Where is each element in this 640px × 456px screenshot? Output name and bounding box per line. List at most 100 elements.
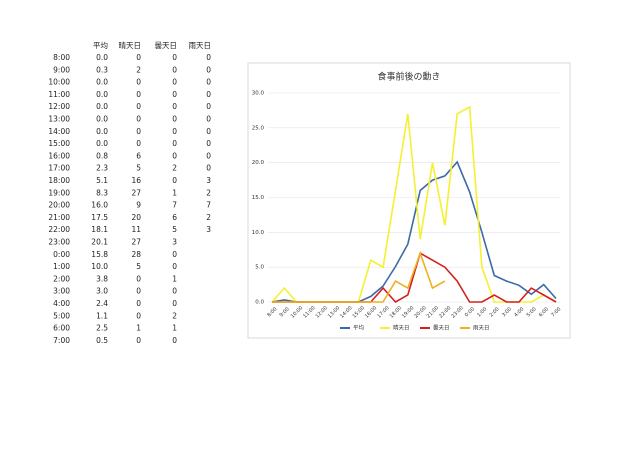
table-cell: 0.0 xyxy=(96,127,108,136)
y-tick-label: 15.0 xyxy=(252,195,265,201)
table-cell: 7:00 xyxy=(53,336,70,345)
table-cell: 22:00 xyxy=(48,225,70,234)
table-cell: 2 xyxy=(172,311,177,320)
table-cell: 1 xyxy=(136,324,141,333)
column-header: 雨天日 xyxy=(189,41,212,50)
table-cell: 0.0 xyxy=(96,102,108,111)
table-cell: 16.0 xyxy=(91,201,108,210)
table-cell: 11 xyxy=(131,225,141,234)
table-cell: 0.0 xyxy=(96,115,108,124)
y-tick-label: 30.0 xyxy=(252,91,265,97)
table-cell: 0 xyxy=(136,299,141,308)
column-header: 平均 xyxy=(93,40,108,50)
table-cell: 14:00 xyxy=(48,127,70,136)
chart-frame xyxy=(247,62,571,339)
table-cell: 16:00 xyxy=(48,151,70,160)
y-tick-label: 5.0 xyxy=(255,265,264,271)
table-cell: 0 xyxy=(136,115,141,124)
table-cell: 0 xyxy=(136,139,141,148)
table-cell: 0 xyxy=(206,102,211,111)
y-tick-label: 10.0 xyxy=(252,230,265,236)
table-cell: 3.0 xyxy=(96,287,108,296)
table-cell: 0 xyxy=(172,115,177,124)
table-cell: 0 xyxy=(206,127,211,136)
table-cell: 5 xyxy=(172,225,177,234)
table-cell: 0 xyxy=(206,164,211,173)
table-cell: 0 xyxy=(206,53,211,62)
table-cell: 9 xyxy=(136,201,141,210)
table-cell: 0 xyxy=(172,151,177,160)
table-cell: 10.0 xyxy=(91,262,108,271)
table-cell: 18.1 xyxy=(91,225,108,234)
table-cell: 3:00 xyxy=(53,287,70,296)
table-cell: 27 xyxy=(131,188,141,197)
table-cell: 4:00 xyxy=(53,299,70,308)
table-cell: 2 xyxy=(172,164,177,173)
table-cell: 0.0 xyxy=(96,90,108,99)
table-cell: 12:00 xyxy=(48,102,70,111)
table-cell: 0 xyxy=(206,78,211,87)
table-cell: 0 xyxy=(206,90,211,99)
legend-label: 平均 xyxy=(353,324,365,332)
table-cell: 15:00 xyxy=(48,139,70,148)
table-cell: 27 xyxy=(131,238,141,247)
table-cell: 2 xyxy=(136,65,141,74)
legend-label: 晴天日 xyxy=(393,324,410,332)
table-cell: 17.5 xyxy=(91,213,108,222)
chart-title: 食事前後の動き xyxy=(377,71,440,83)
table-cell: 0 xyxy=(136,311,141,320)
table-cell: 7 xyxy=(172,201,177,210)
table-cell: 10:00 xyxy=(48,78,70,87)
y-tick-label: 0.0 xyxy=(255,300,264,306)
table-cell: 0 xyxy=(172,250,177,259)
table-cell: 17:00 xyxy=(48,164,70,173)
table-cell: 2.4 xyxy=(96,299,108,308)
table-cell: 11:00 xyxy=(48,90,70,99)
table-cell: 0 xyxy=(136,90,141,99)
table-cell: 0.0 xyxy=(96,53,108,62)
table-cell: 6:00 xyxy=(53,324,70,333)
table-cell: 1 xyxy=(172,188,177,197)
table-cell: 3 xyxy=(206,225,211,234)
table-cell: 19:00 xyxy=(48,188,70,197)
table-cell: 0 xyxy=(136,127,141,136)
table-cell: 0 xyxy=(136,102,141,111)
table-cell: 0 xyxy=(136,78,141,87)
column-header: 曇天日 xyxy=(155,41,178,50)
table-cell: 2.3 xyxy=(96,164,108,173)
table-cell: 3.8 xyxy=(96,274,108,283)
table-cell: 1 xyxy=(172,274,177,283)
table-cell: 0 xyxy=(206,115,211,124)
table-cell: 0 xyxy=(172,299,177,308)
table-cell: 0:00 xyxy=(53,250,70,259)
table-cell: 13:00 xyxy=(48,115,70,124)
table-cell: 0 xyxy=(136,53,141,62)
table-cell: 5 xyxy=(136,164,141,173)
series-line xyxy=(272,250,446,303)
table-cell: 0 xyxy=(172,262,177,271)
table-cell: 0 xyxy=(136,274,141,283)
table-cell: 0 xyxy=(172,176,177,185)
table-cell: 23:00 xyxy=(48,238,70,247)
table-cell: 0 xyxy=(206,139,211,148)
table-cell: 5 xyxy=(136,262,141,271)
table-cell: 0 xyxy=(172,139,177,148)
column-header: 晴天日 xyxy=(119,40,142,50)
table-cell: 0 xyxy=(136,336,141,345)
legend-label: 雨天日 xyxy=(473,325,490,332)
legend-label: 曇天日 xyxy=(433,325,450,332)
table-cell: 0 xyxy=(172,90,177,99)
table-cell: 0 xyxy=(206,151,211,160)
table-cell: 6 xyxy=(172,213,177,222)
table-cell: 5:00 xyxy=(53,311,70,320)
table-cell: 0.3 xyxy=(96,65,108,74)
table-cell: 2:00 xyxy=(53,274,70,283)
table-cell: 0 xyxy=(172,53,177,62)
table-cell: 0 xyxy=(136,287,141,296)
table-cell: 0.0 xyxy=(96,139,108,148)
table-cell: 2 xyxy=(206,188,211,197)
table-cell: 0.8 xyxy=(96,151,108,160)
